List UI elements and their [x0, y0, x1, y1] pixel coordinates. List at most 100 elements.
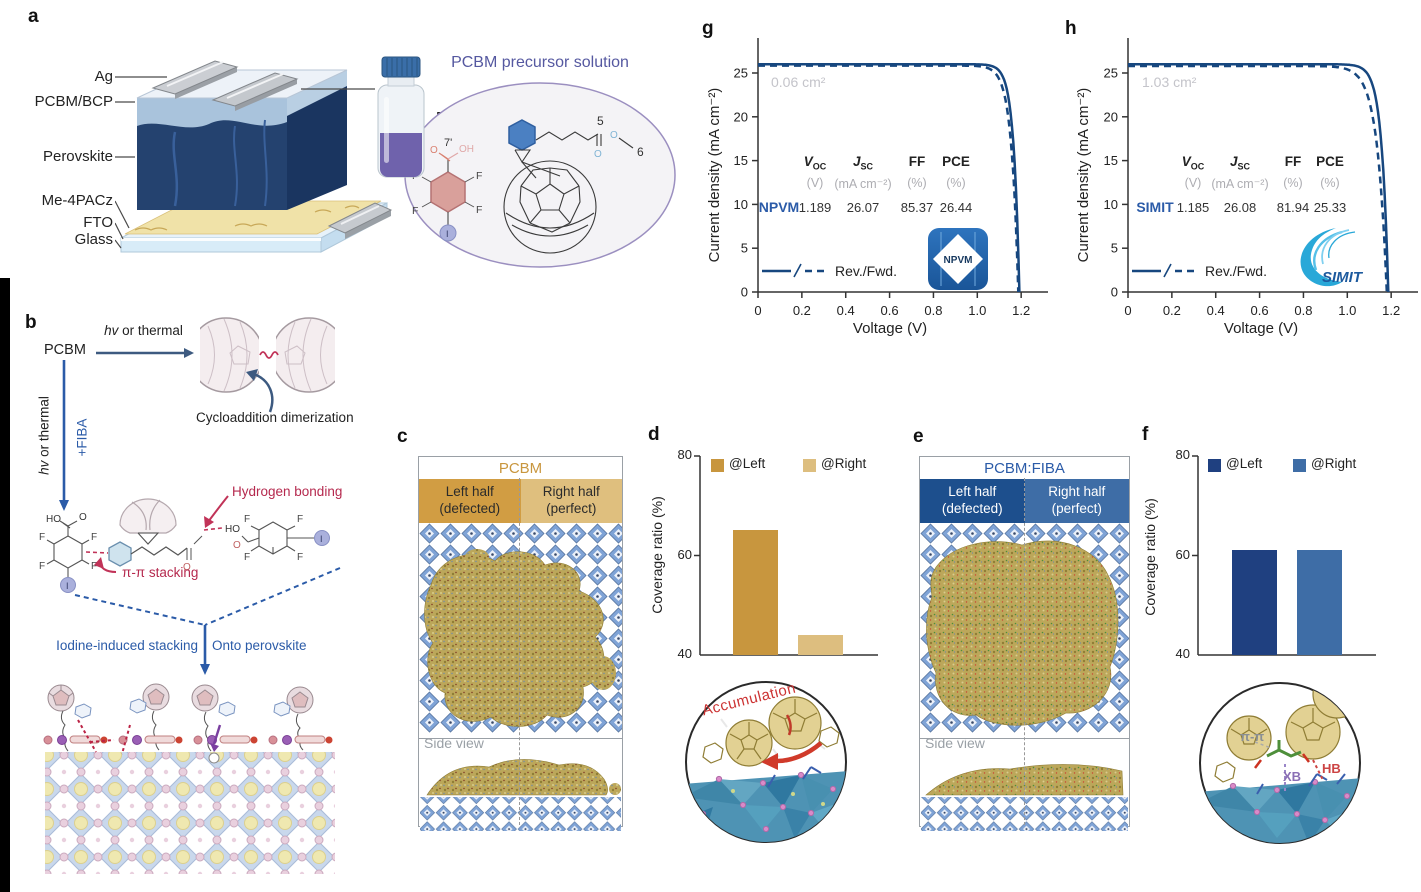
g-unit-ff: (%) — [907, 176, 927, 190]
g-x-axis-title: Voltage (V) — [852, 320, 928, 337]
h-unit-ff: (%) — [1283, 176, 1303, 190]
svg-text:5: 5 — [597, 114, 604, 128]
svg-text:F: F — [244, 552, 250, 563]
h-y-axis-title: Current density (mA cm⁻²) — [1075, 87, 1092, 263]
svg-text:O: O — [430, 145, 438, 156]
layer-label-fto: FTO — [83, 214, 113, 231]
accumulation-inset — [685, 681, 847, 843]
onto-perovskite-label: Onto perovskite — [212, 638, 307, 653]
h-col-pce: PCE — [1316, 154, 1344, 169]
hb-inset-label: HB — [1322, 761, 1341, 776]
y-tick-label: 10 — [1104, 197, 1118, 212]
d-legend-swatch-left — [711, 459, 724, 472]
solution-title: PCBM precursor solution — [451, 54, 629, 71]
f-ytick-40: 40 — [1175, 646, 1190, 661]
fiba-molecule: O OH 7' F F F F I — [412, 137, 482, 242]
f-legend-right: @Right — [1311, 456, 1357, 471]
d-legend-swatch-right — [803, 459, 816, 472]
x-tick-label: 0.2 — [1163, 303, 1181, 318]
y-tick-label: 20 — [734, 109, 748, 124]
svg-text:F: F — [39, 561, 45, 572]
h-unit-j: (mA cm⁻²) — [1211, 177, 1269, 191]
h-area-label: 1.03 cm² — [1142, 74, 1197, 90]
svg-text:F: F — [476, 204, 482, 216]
jv-chart-g: NPVM 0 0.2 0.4 0.6 0.8 1.0 1.2 0 5 10 15 20 25 — [734, 38, 1048, 318]
bar-right — [1297, 550, 1342, 655]
g-jsc-value: 26.07 — [846, 200, 880, 215]
g-col-jsc: JSC — [852, 154, 874, 172]
g-col-ff: FF — [908, 154, 926, 169]
svg-text:F: F — [91, 561, 97, 572]
layer-label-perovskite: Perovskite — [42, 148, 113, 165]
g-ff-value: 85.37 — [900, 200, 934, 215]
x-tick-label: 0.4 — [1207, 303, 1225, 318]
g-unit-pce: (%) — [946, 176, 966, 190]
jv-curve-Fwd. — [1128, 64, 1389, 293]
f-y-axis-title: Coverage ratio (%) — [1142, 498, 1158, 616]
perovskite-lattice — [45, 752, 335, 874]
cycloaddition-label: Cycloaddition dimerization — [196, 410, 354, 425]
g-device-name: NPVM — [758, 199, 800, 215]
svg-text:I: I — [320, 534, 323, 544]
svg-text:7': 7' — [444, 137, 452, 149]
jv-plot-g: Current density (mA cm⁻²) NPVM 0 0.2 0.4 0.… — [695, 18, 1065, 358]
layer-label-ag: Ag — [94, 68, 113, 85]
simit-logo: SIMIT — [1300, 228, 1364, 287]
layer-label-me4pacz: Me-4PACz — [41, 192, 113, 209]
x-tick-label: 0 — [1124, 303, 1131, 318]
svg-text:O: O — [594, 149, 602, 160]
f-legend-left: @Left — [1226, 456, 1263, 471]
svg-text:F: F — [39, 532, 45, 543]
y-tick-label: 15 — [1104, 153, 1118, 168]
pcbm-fiba-divider — [1024, 478, 1025, 825]
g-pce-value: 26.44 — [939, 200, 973, 215]
d-ytick-80: 80 — [677, 447, 692, 462]
silver-electrodes — [151, 60, 393, 239]
perovskite-assembly — [43, 683, 335, 874]
pc16bm-molecule: O O 5 6 — [503, 114, 644, 254]
interaction-inset — [1199, 682, 1361, 844]
pcbm-fiba-side-view-label: Side view — [925, 735, 985, 751]
h-col-voc: VOC — [1181, 154, 1205, 172]
jv-legend-line — [1132, 263, 1199, 278]
f-ytick-60: 60 — [1175, 547, 1190, 562]
jv-plot-h: Current density (mA cm⁻²) SIMIT 0 0.2 0.4 0… — [1058, 18, 1421, 358]
jv-curve-Fwd. — [758, 64, 1020, 293]
g-voc-value: 1.189 — [798, 200, 832, 215]
pcbm-reactant-label: PCBM — [44, 342, 86, 358]
h-voc-value: 1.185 — [1176, 200, 1210, 215]
precursor-solution-bubble: O OH 7' F F F F I — [404, 82, 676, 268]
x-tick-label: 1.2 — [1012, 303, 1030, 318]
npvm-logo: NPVM — [928, 228, 988, 290]
g-area-label: 0.06 cm² — [771, 74, 826, 90]
left-half-header: Left half (defected) — [419, 479, 521, 523]
y-tick-label: 15 — [734, 153, 748, 168]
x-tick-label: 0.8 — [924, 303, 942, 318]
f-legend-swatch-right — [1293, 459, 1306, 472]
pcbm-sim-headers: Left half (defected) Right half (perfect… — [419, 479, 622, 523]
y-tick-label: 0 — [741, 285, 748, 300]
y-tick-label: 25 — [1104, 66, 1118, 81]
g-y-axis-title: Current density (mA cm⁻²) — [706, 87, 723, 263]
svg-text:I: I — [446, 229, 449, 239]
svg-text:O: O — [183, 562, 191, 573]
x-tick-label: 1.0 — [968, 303, 986, 318]
svg-text:O: O — [79, 512, 87, 523]
x-tick-label: 0.8 — [1294, 303, 1312, 318]
panel-b-label: b — [25, 312, 37, 333]
leader-lines — [115, 76, 375, 249]
f-ytick-80: 80 — [1175, 447, 1190, 462]
d-ytick-60: 60 — [677, 547, 692, 562]
x-tick-label: 1.2 — [1382, 303, 1400, 318]
f-bars — [1198, 455, 1373, 655]
h-jsc-value: 26.08 — [1223, 200, 1257, 215]
right-half-header: Right half (perfect) — [520, 479, 622, 523]
jv-curves — [758, 62, 1021, 293]
right-half-header: Right half (perfect) — [1024, 479, 1129, 523]
h-col-ff: FF — [1284, 154, 1302, 169]
x-tick-label: 1.0 — [1338, 303, 1356, 318]
d-bars — [700, 455, 875, 655]
anchored-fullerenes — [47, 683, 314, 752]
panel-g-label: g — [702, 18, 714, 39]
